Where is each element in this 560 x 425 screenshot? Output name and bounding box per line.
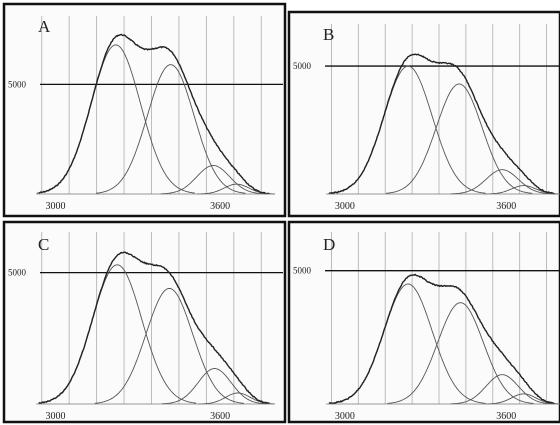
x-tick-label: 3000 — [335, 201, 355, 212]
panel-a: 5000 A 3000 3600 — [2, 2, 287, 218]
envelope-curve — [39, 33, 270, 195]
panel-frame — [2, 2, 287, 218]
panel-d: 5000 D 3000 3600 — [287, 220, 560, 424]
reference-line-label: 5000 — [293, 266, 312, 276]
panel-label: B — [323, 25, 334, 44]
reference-line-label: 5000 — [8, 79, 27, 89]
panel-b: 5000 B 3000 3600 — [287, 10, 560, 218]
panel-frame — [2, 220, 287, 424]
component-curve-2 — [94, 287, 245, 404]
component-curve-3 — [450, 169, 554, 195]
x-tick-label: 3600 — [210, 411, 230, 422]
envelope-curve — [328, 53, 555, 195]
x-tick-label: 3000 — [45, 201, 65, 212]
reference-line-label: 5000 — [8, 268, 27, 278]
x-tick-label: 3000 — [45, 411, 65, 422]
component-curve-4 — [198, 392, 275, 405]
component-curve-2 — [96, 64, 246, 194]
x-tick-label: 3600 — [210, 201, 230, 212]
component-curve-3 — [161, 368, 268, 405]
x-tick-label: 3600 — [496, 201, 516, 212]
x-tick-label: 3600 — [496, 411, 516, 422]
panel-frame — [287, 220, 560, 424]
envelope-curve — [328, 273, 555, 405]
panel-c: 5000 C 3000 3600 — [2, 220, 287, 424]
panel-label: D — [323, 235, 335, 254]
component-curve-2 — [387, 302, 534, 404]
component-curve-2 — [385, 83, 533, 194]
panel-label: C — [38, 235, 49, 254]
panel-frame — [287, 10, 560, 218]
component-curve-3 — [450, 374, 554, 405]
reference-line-label: 5000 — [293, 61, 312, 71]
component-curve-3 — [160, 165, 266, 195]
panel-label: A — [38, 17, 51, 36]
envelope-curve — [38, 251, 270, 405]
x-tick-label: 3000 — [335, 411, 355, 422]
